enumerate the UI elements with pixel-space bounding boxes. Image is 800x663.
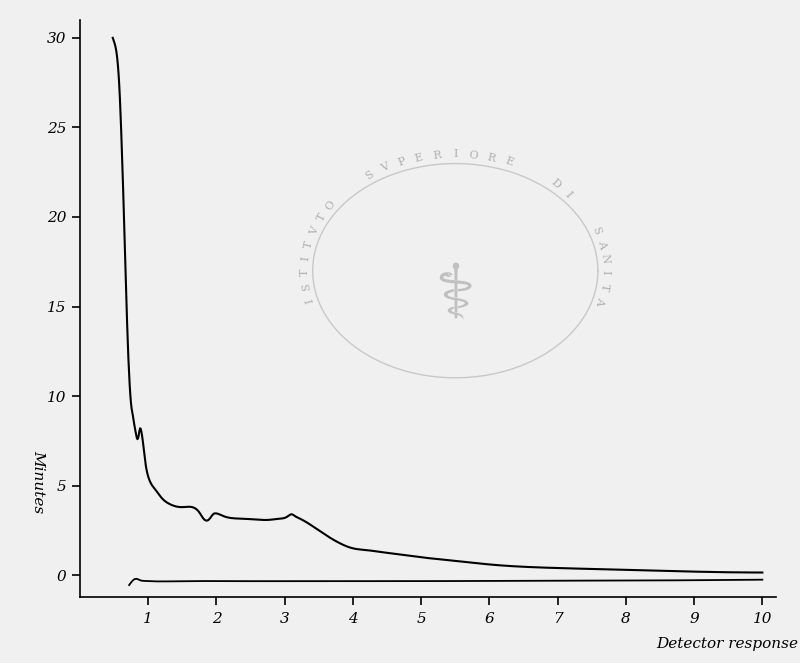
Text: E: E [503, 156, 514, 168]
Text: R: R [486, 152, 497, 164]
Text: A: A [594, 296, 606, 306]
Text: V: V [379, 162, 390, 174]
Text: S: S [363, 169, 375, 182]
Text: ⚕: ⚕ [434, 261, 476, 335]
Text: P: P [396, 156, 406, 168]
Text: V: V [308, 225, 320, 236]
Text: R: R [432, 150, 442, 160]
Text: N: N [599, 253, 610, 264]
Text: I: I [301, 256, 311, 261]
Text: O: O [469, 150, 478, 160]
Text: I: I [600, 271, 610, 275]
Y-axis label: Minutes: Minutes [31, 450, 46, 513]
Text: T: T [598, 282, 610, 291]
Text: I: I [305, 297, 316, 304]
Text: T: T [303, 240, 314, 249]
Text: S: S [590, 225, 602, 236]
Text: T: T [315, 212, 328, 223]
Text: O: O [324, 199, 338, 212]
X-axis label: Detector response: Detector response [656, 637, 798, 651]
Text: D: D [549, 178, 562, 191]
Text: S: S [301, 282, 312, 291]
Text: T: T [300, 269, 310, 276]
Text: I: I [563, 190, 574, 200]
Text: I: I [453, 149, 458, 159]
Text: E: E [414, 152, 424, 164]
Text: A: A [596, 239, 607, 249]
